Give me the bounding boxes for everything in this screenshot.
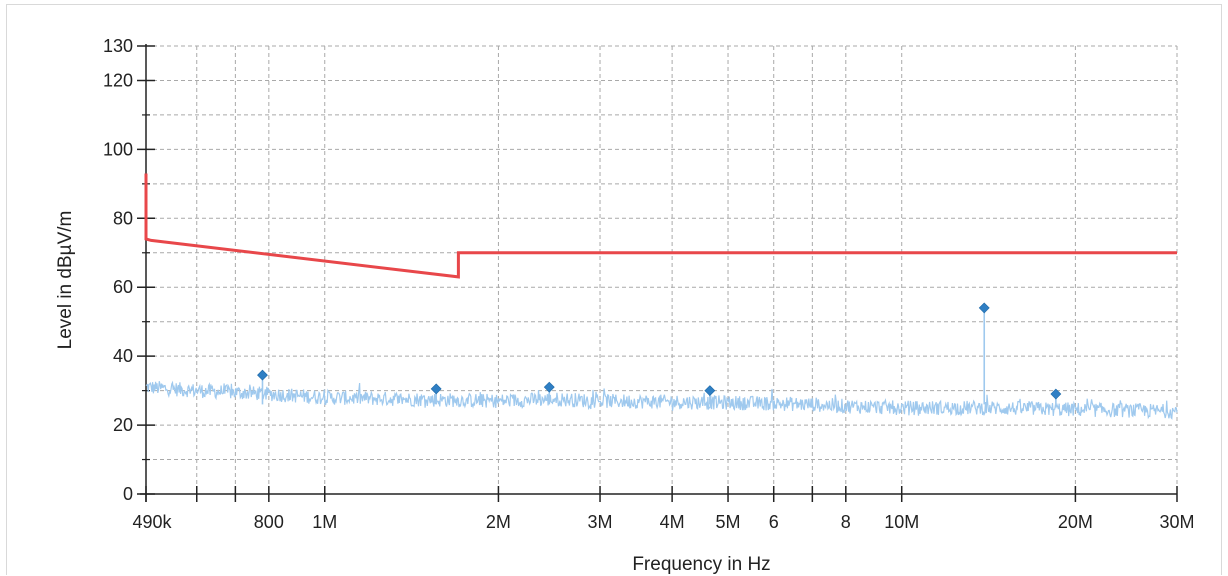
peak-marker xyxy=(704,385,716,397)
y-tick-label: 130 xyxy=(103,36,133,56)
limit-line xyxy=(144,173,1177,279)
y-tick-label: 20 xyxy=(113,415,133,435)
x-tick-label: 30M xyxy=(1159,512,1194,532)
axes: 0 20 40 60 80 100 120 130 490k 800 1M 2M 3M 4M 5M 6 8 10M… xyxy=(103,36,1195,532)
x-tick-label: 8 xyxy=(841,512,851,532)
y-tick-label: 120 xyxy=(103,70,133,90)
peak-marker xyxy=(543,381,555,393)
y-tick-label: 60 xyxy=(113,277,133,297)
x-axis-title: Frequency in Hz xyxy=(632,554,770,575)
emission-chart: 0 20 40 60 80 100 120 130 490k 800 1M 2M 3M 4M 5M 6 8 10M… xyxy=(55,36,1195,575)
peak-marker xyxy=(1050,388,1062,400)
series xyxy=(144,173,1178,420)
x-tick-label: 10M xyxy=(884,512,919,532)
peak-marker xyxy=(430,383,442,395)
x-tick-label: 20M xyxy=(1058,512,1093,532)
x-tick-label: 1M xyxy=(312,512,337,532)
x-tick-label: 800 xyxy=(254,512,284,532)
scan-trace xyxy=(145,380,1178,420)
chart-frame: 0 20 40 60 80 100 120 130 490k 800 1M 2M 3M 4M 5M 6 8 10M… xyxy=(6,4,1222,575)
x-tick-label: 3M xyxy=(588,512,613,532)
y-tick-label: 40 xyxy=(113,346,133,366)
peak-marker xyxy=(257,369,268,381)
x-tick-label: 2M xyxy=(486,512,511,532)
y-tick-label: 0 xyxy=(123,484,133,504)
x-tick-label: 4M xyxy=(660,512,685,532)
x-tick-label: 490k xyxy=(132,512,172,532)
y-tick-label: 80 xyxy=(113,208,133,228)
y-axis-title: Level in dBµV/m xyxy=(55,211,76,350)
y-tick-label: 100 xyxy=(103,139,133,159)
peak-marker xyxy=(978,302,990,314)
x-tick-label: 5M xyxy=(716,512,741,532)
grid xyxy=(146,45,1178,494)
x-tick-label: 6 xyxy=(769,512,779,532)
